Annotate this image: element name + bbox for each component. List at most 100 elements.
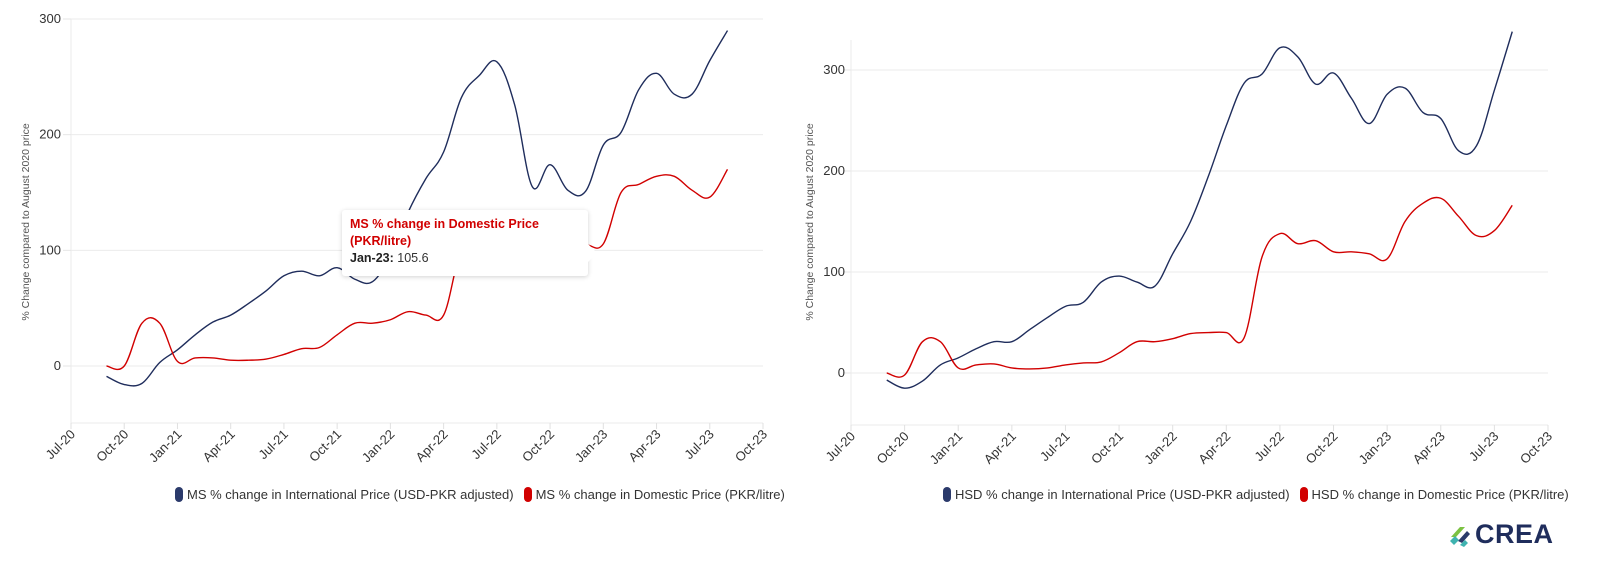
data-point[interactable]	[1366, 121, 1372, 127]
data-point[interactable]	[1348, 95, 1354, 101]
data-point[interactable]	[1241, 80, 1247, 86]
data-point[interactable]	[1474, 143, 1480, 149]
data-point[interactable]	[973, 346, 979, 352]
data-point[interactable]	[1331, 249, 1337, 255]
data-point[interactable]	[1009, 365, 1015, 371]
x-tick-label: Oct-23	[1517, 429, 1555, 467]
data-point[interactable]	[1027, 366, 1033, 372]
data-point[interactable]	[1402, 85, 1408, 91]
data-point[interactable]	[1313, 238, 1319, 244]
data-point[interactable]	[919, 378, 925, 384]
data-point[interactable]	[1456, 148, 1462, 154]
data-tooltip: MS % change in Domestic Price (PKR/litre…	[342, 210, 597, 276]
data-point[interactable]	[973, 362, 979, 368]
data-point[interactable]	[1384, 91, 1390, 97]
data-point[interactable]	[1456, 213, 1462, 219]
domestic-price-line[interactable]	[886, 196, 1513, 378]
data-point[interactable]	[1152, 339, 1158, 345]
y-tick-label: 200	[39, 127, 61, 142]
x-axis: Jul-20 Oct-20 Jan-21 Apr-21 Jul-21 Oct-21 Jan-…	[822, 425, 1555, 467]
tooltip-series-name: MS % change in Domestic Price	[350, 217, 539, 231]
data-point[interactable]	[919, 339, 925, 345]
x-tick-label: Apr-23	[1410, 429, 1448, 467]
data-point[interactable]	[1134, 339, 1140, 345]
data-point[interactable]	[991, 361, 997, 367]
data-point[interactable]	[1277, 231, 1283, 237]
data-point[interactable]	[1313, 81, 1319, 87]
data-point[interactable]	[937, 362, 943, 368]
data-point[interactable]	[1027, 327, 1033, 333]
data-point[interactable]	[1438, 195, 1444, 201]
x-tick-label: Jul-21	[1037, 429, 1073, 465]
legend-item-hsd-domestic[interactable]: HSD % change in Domestic Price (PKR/litr…	[1299, 487, 1569, 502]
data-point[interactable]	[1420, 200, 1426, 206]
data-point[interactable]	[1331, 70, 1337, 76]
legend-item-ms-domestic[interactable]: MS % change in Domestic Price (PKR/litre…	[523, 487, 785, 502]
data-point[interactable]	[1295, 241, 1301, 247]
data-point[interactable]	[1348, 249, 1354, 255]
data-point[interactable]	[902, 385, 908, 391]
data-point[interactable]	[1205, 330, 1211, 336]
data-point[interactable]	[955, 355, 961, 361]
data-point[interactable]	[1474, 233, 1480, 239]
data-point[interactable]	[937, 339, 943, 345]
legend-label: MS % change in International Price (USD-…	[187, 487, 514, 502]
data-point[interactable]	[1295, 54, 1301, 60]
data-point[interactable]	[1402, 219, 1408, 225]
data-point[interactable]	[902, 372, 908, 378]
tooltip-arrow	[588, 244, 597, 262]
data-point[interactable]	[1438, 115, 1444, 121]
data-point[interactable]	[1384, 256, 1390, 262]
data-point[interactable]	[1491, 228, 1497, 234]
x-tick-label: Apr-22	[1195, 429, 1233, 467]
data-point[interactable]	[1134, 279, 1140, 285]
data-point[interactable]	[1420, 109, 1426, 115]
domestic-price-line[interactable]	[106, 168, 729, 371]
legend-swatch-red	[523, 487, 532, 502]
data-point[interactable]	[1366, 251, 1372, 257]
data-point[interactable]	[1241, 335, 1247, 341]
data-point[interactable]	[884, 377, 890, 383]
international-price-line[interactable]	[886, 31, 1513, 389]
data-point[interactable]	[1045, 365, 1051, 371]
data-point[interactable]	[1491, 87, 1497, 93]
legend-swatch-navy	[943, 487, 951, 502]
data-point[interactable]	[1098, 359, 1104, 365]
x-tick-label: Oct-22	[1302, 429, 1340, 467]
data-point[interactable]	[1098, 279, 1104, 285]
y-tick-label: 300	[823, 62, 845, 77]
data-point[interactable]	[1223, 123, 1229, 129]
international-price-line[interactable]	[106, 30, 729, 387]
data-point[interactable]	[1259, 254, 1265, 260]
data-point[interactable]	[1509, 29, 1515, 35]
data-point[interactable]	[1509, 202, 1515, 208]
data-point[interactable]	[1045, 314, 1051, 320]
data-point[interactable]	[991, 339, 997, 345]
legend-item-hsd-international[interactable]: HSD % change in International Price (USD…	[943, 487, 1290, 502]
data-point[interactable]	[1170, 336, 1176, 342]
data-point[interactable]	[1205, 173, 1211, 179]
data-point[interactable]	[1188, 219, 1194, 225]
data-point[interactable]	[1188, 331, 1194, 337]
data-point[interactable]	[1080, 360, 1086, 366]
data-point[interactable]	[1009, 339, 1015, 345]
data-point[interactable]	[1062, 362, 1068, 368]
data-point[interactable]	[1116, 273, 1122, 279]
data-point[interactable]	[1080, 299, 1086, 305]
data-point[interactable]	[1152, 283, 1158, 289]
y-tick-label: 100	[39, 242, 61, 257]
data-point[interactable]	[1259, 71, 1265, 77]
data-point[interactable]	[884, 370, 890, 376]
legend-item-ms-international[interactable]: MS % change in International Price (USD-…	[175, 487, 514, 502]
data-point[interactable]	[1062, 303, 1068, 309]
series-group	[884, 29, 1515, 391]
data-point[interactable]	[1116, 350, 1122, 356]
data-point[interactable]	[1223, 330, 1229, 336]
legend-left: MS % change in International Price (USD-…	[175, 487, 791, 502]
legend-label: HSD % change in Domestic Price (PKR/litr…	[1311, 487, 1569, 502]
data-point[interactable]	[1277, 45, 1283, 51]
crea-logo-mark-icon	[1450, 526, 1470, 547]
data-point[interactable]	[1170, 251, 1176, 257]
data-point[interactable]	[955, 365, 961, 371]
x-tick-label: Oct-20	[874, 429, 912, 467]
